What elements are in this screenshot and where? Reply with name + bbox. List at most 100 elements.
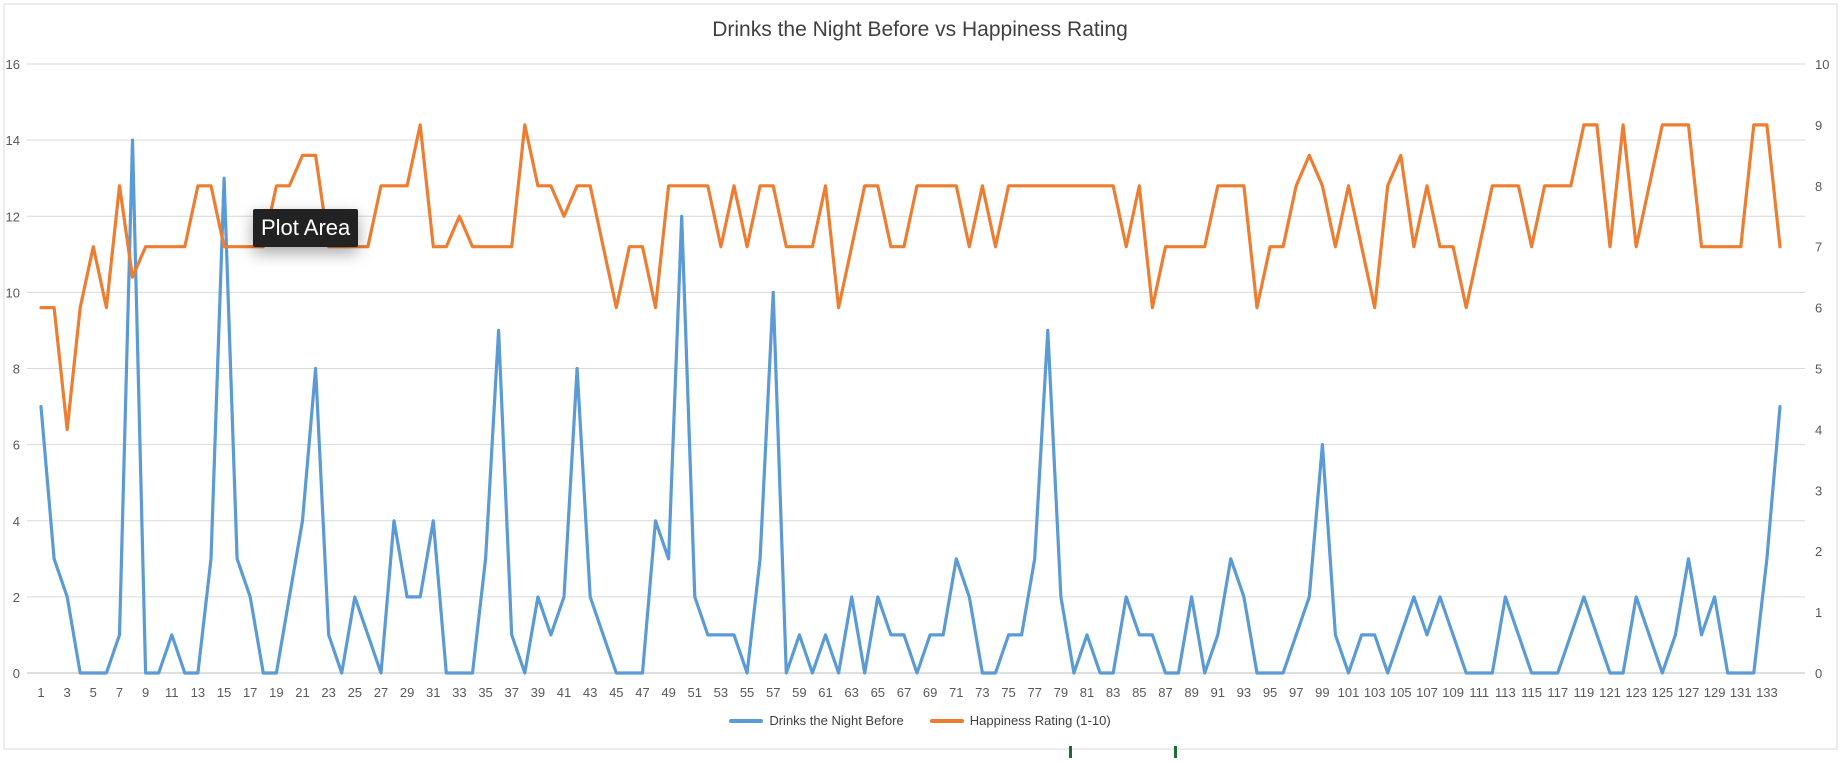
chart-border bbox=[3, 3, 1838, 750]
x-tick-label: 131 bbox=[1730, 685, 1752, 700]
x-tick-label: 125 bbox=[1651, 685, 1673, 700]
y-right-tick-label: 7 bbox=[1815, 240, 1822, 255]
x-tick-label: 107 bbox=[1416, 685, 1438, 700]
y-right-tick-label: 0 bbox=[1815, 666, 1822, 681]
x-tick-label: 99 bbox=[1315, 685, 1329, 700]
x-tick-label: 103 bbox=[1364, 685, 1386, 700]
x-tick-label: 41 bbox=[557, 685, 571, 700]
y-left-tick-label: 10 bbox=[6, 285, 20, 300]
y-left-tick-label: 2 bbox=[13, 590, 20, 605]
legend-swatch-happiness bbox=[929, 718, 964, 723]
x-tick-label: 35 bbox=[478, 685, 492, 700]
x-tick-label: 105 bbox=[1390, 685, 1412, 700]
x-tick-label: 111 bbox=[1469, 685, 1489, 700]
x-tick-label: 15 bbox=[217, 685, 231, 700]
x-tick-label: 83 bbox=[1106, 685, 1120, 700]
selection-handle-left[interactable] bbox=[1069, 746, 1072, 758]
x-tick-label: 43 bbox=[583, 685, 597, 700]
x-tick-label: 77 bbox=[1027, 685, 1041, 700]
y-right-tick-label: 6 bbox=[1815, 301, 1822, 316]
x-tick-label: 79 bbox=[1054, 685, 1068, 700]
x-tick-label: 69 bbox=[923, 685, 937, 700]
selection-handle-right[interactable] bbox=[1174, 746, 1177, 758]
series-line-drinks bbox=[39, 138, 1782, 675]
x-tick-label: 13 bbox=[191, 685, 205, 700]
x-tick-label: 119 bbox=[1574, 685, 1595, 700]
x-tick-label: 115 bbox=[1521, 685, 1542, 700]
x-tick-label: 123 bbox=[1625, 685, 1647, 700]
y-left-tick-label: 6 bbox=[13, 438, 20, 453]
x-tick-label: 39 bbox=[531, 685, 545, 700]
x-tick-label: 91 bbox=[1211, 685, 1225, 700]
x-tick-label: 93 bbox=[1237, 685, 1251, 700]
x-tick-label: 47 bbox=[635, 685, 649, 700]
x-tick-label: 85 bbox=[1132, 685, 1146, 700]
x-tick-label: 29 bbox=[400, 685, 414, 700]
y-left-tick-label: 12 bbox=[6, 209, 20, 224]
y-left-tick-label: 4 bbox=[13, 514, 20, 529]
legend-swatch-drinks bbox=[729, 718, 764, 723]
x-tick-label: 89 bbox=[1184, 685, 1198, 700]
x-tick-label: 45 bbox=[609, 685, 623, 700]
x-tick-label: 95 bbox=[1263, 685, 1277, 700]
x-tick-label: 113 bbox=[1495, 685, 1516, 700]
y-right-tick-label: 9 bbox=[1815, 118, 1822, 133]
x-tick-label: 53 bbox=[714, 685, 728, 700]
legend-item-drinks[interactable]: Drinks the Night Before bbox=[729, 713, 904, 728]
x-tick-label: 27 bbox=[374, 685, 388, 700]
x-tick-label: 129 bbox=[1704, 685, 1726, 700]
x-tick-label: 133 bbox=[1756, 685, 1778, 700]
chart-legend: Drinks the Night Before Happiness Rating… bbox=[0, 713, 1840, 728]
x-tick-label: 11 bbox=[165, 685, 179, 700]
x-tick-label: 81 bbox=[1080, 685, 1094, 700]
legend-label-happiness: Happiness Rating (1-10) bbox=[969, 713, 1111, 728]
x-tick-label: 59 bbox=[792, 685, 806, 700]
x-tick-label: 5 bbox=[90, 685, 97, 700]
y-right-tick-label: 5 bbox=[1815, 362, 1822, 377]
x-tick-label: 121 bbox=[1599, 685, 1621, 700]
x-tick-label: 55 bbox=[740, 685, 754, 700]
x-tick-label: 17 bbox=[243, 685, 257, 700]
legend-item-happiness[interactable]: Happiness Rating (1-10) bbox=[929, 713, 1111, 728]
y-right-tick-label: 8 bbox=[1815, 179, 1822, 194]
y-right-tick-label: 3 bbox=[1815, 483, 1822, 498]
x-tick-label: 71 bbox=[949, 685, 963, 700]
y-left-tick-label: 0 bbox=[13, 666, 20, 681]
x-tick-label: 127 bbox=[1678, 685, 1700, 700]
y-right-tick-label: 4 bbox=[1815, 422, 1822, 437]
x-tick-label: 57 bbox=[766, 685, 780, 700]
x-tick-label: 109 bbox=[1442, 685, 1464, 700]
y-right-tick-label: 2 bbox=[1815, 544, 1822, 559]
x-tick-label: 87 bbox=[1158, 685, 1172, 700]
x-tick-label: 51 bbox=[688, 685, 702, 700]
x-tick-label: 33 bbox=[452, 685, 466, 700]
x-tick-label: 23 bbox=[321, 685, 335, 700]
x-tick-label: 21 bbox=[295, 685, 309, 700]
legend-label-drinks: Drinks the Night Before bbox=[769, 713, 904, 728]
x-tick-label: 101 bbox=[1338, 685, 1360, 700]
x-tick-label: 49 bbox=[661, 685, 675, 700]
y-right-tick-label: 10 bbox=[1815, 57, 1829, 72]
y-left-tick-label: 14 bbox=[6, 133, 20, 148]
x-tick-label: 117 bbox=[1547, 685, 1568, 700]
x-tick-label: 9 bbox=[142, 685, 149, 700]
x-tick-label: 3 bbox=[64, 685, 71, 700]
x-tick-label: 63 bbox=[844, 685, 858, 700]
x-tick-label: 37 bbox=[504, 685, 518, 700]
y-right-tick-label: 1 bbox=[1815, 605, 1822, 620]
y-left-tick-label: 8 bbox=[13, 362, 20, 377]
x-tick-label: 25 bbox=[348, 685, 362, 700]
x-tick-label: 1 bbox=[37, 685, 44, 700]
plot-area-tooltip: Plot Area bbox=[253, 209, 359, 247]
x-tick-label: 31 bbox=[426, 685, 440, 700]
x-tick-label: 7 bbox=[116, 685, 123, 700]
x-tick-label: 65 bbox=[871, 685, 885, 700]
x-tick-label: 75 bbox=[1001, 685, 1015, 700]
x-tick-label: 61 bbox=[818, 685, 832, 700]
x-tick-label: 19 bbox=[269, 685, 283, 700]
x-tick-label: 67 bbox=[897, 685, 911, 700]
x-tick-label: 73 bbox=[975, 685, 989, 700]
chart-title: Drinks the Night Before vs Happiness Rat… bbox=[712, 18, 1128, 41]
